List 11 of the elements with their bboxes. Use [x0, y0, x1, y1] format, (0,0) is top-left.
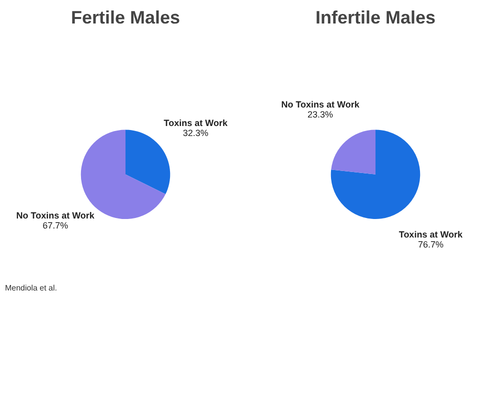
- data-label: 32.3%: [182, 128, 208, 138]
- slice-label: No Toxins at Work: [16, 210, 96, 221]
- chart-title: Fertile Males: [70, 8, 180, 28]
- chart-title: Infertile Males: [315, 8, 436, 28]
- slice-label: Toxins at Work: [164, 118, 228, 128]
- data-label: 23.3%: [308, 109, 334, 120]
- slice-label: Toxins at Work: [398, 229, 464, 240]
- data-label: 67.7%: [42, 220, 68, 231]
- data-label: 76.7%: [418, 239, 444, 250]
- text: Mendiola et al.: [4, 283, 57, 292]
- slice-label: No Toxins at Work: [281, 99, 360, 110]
